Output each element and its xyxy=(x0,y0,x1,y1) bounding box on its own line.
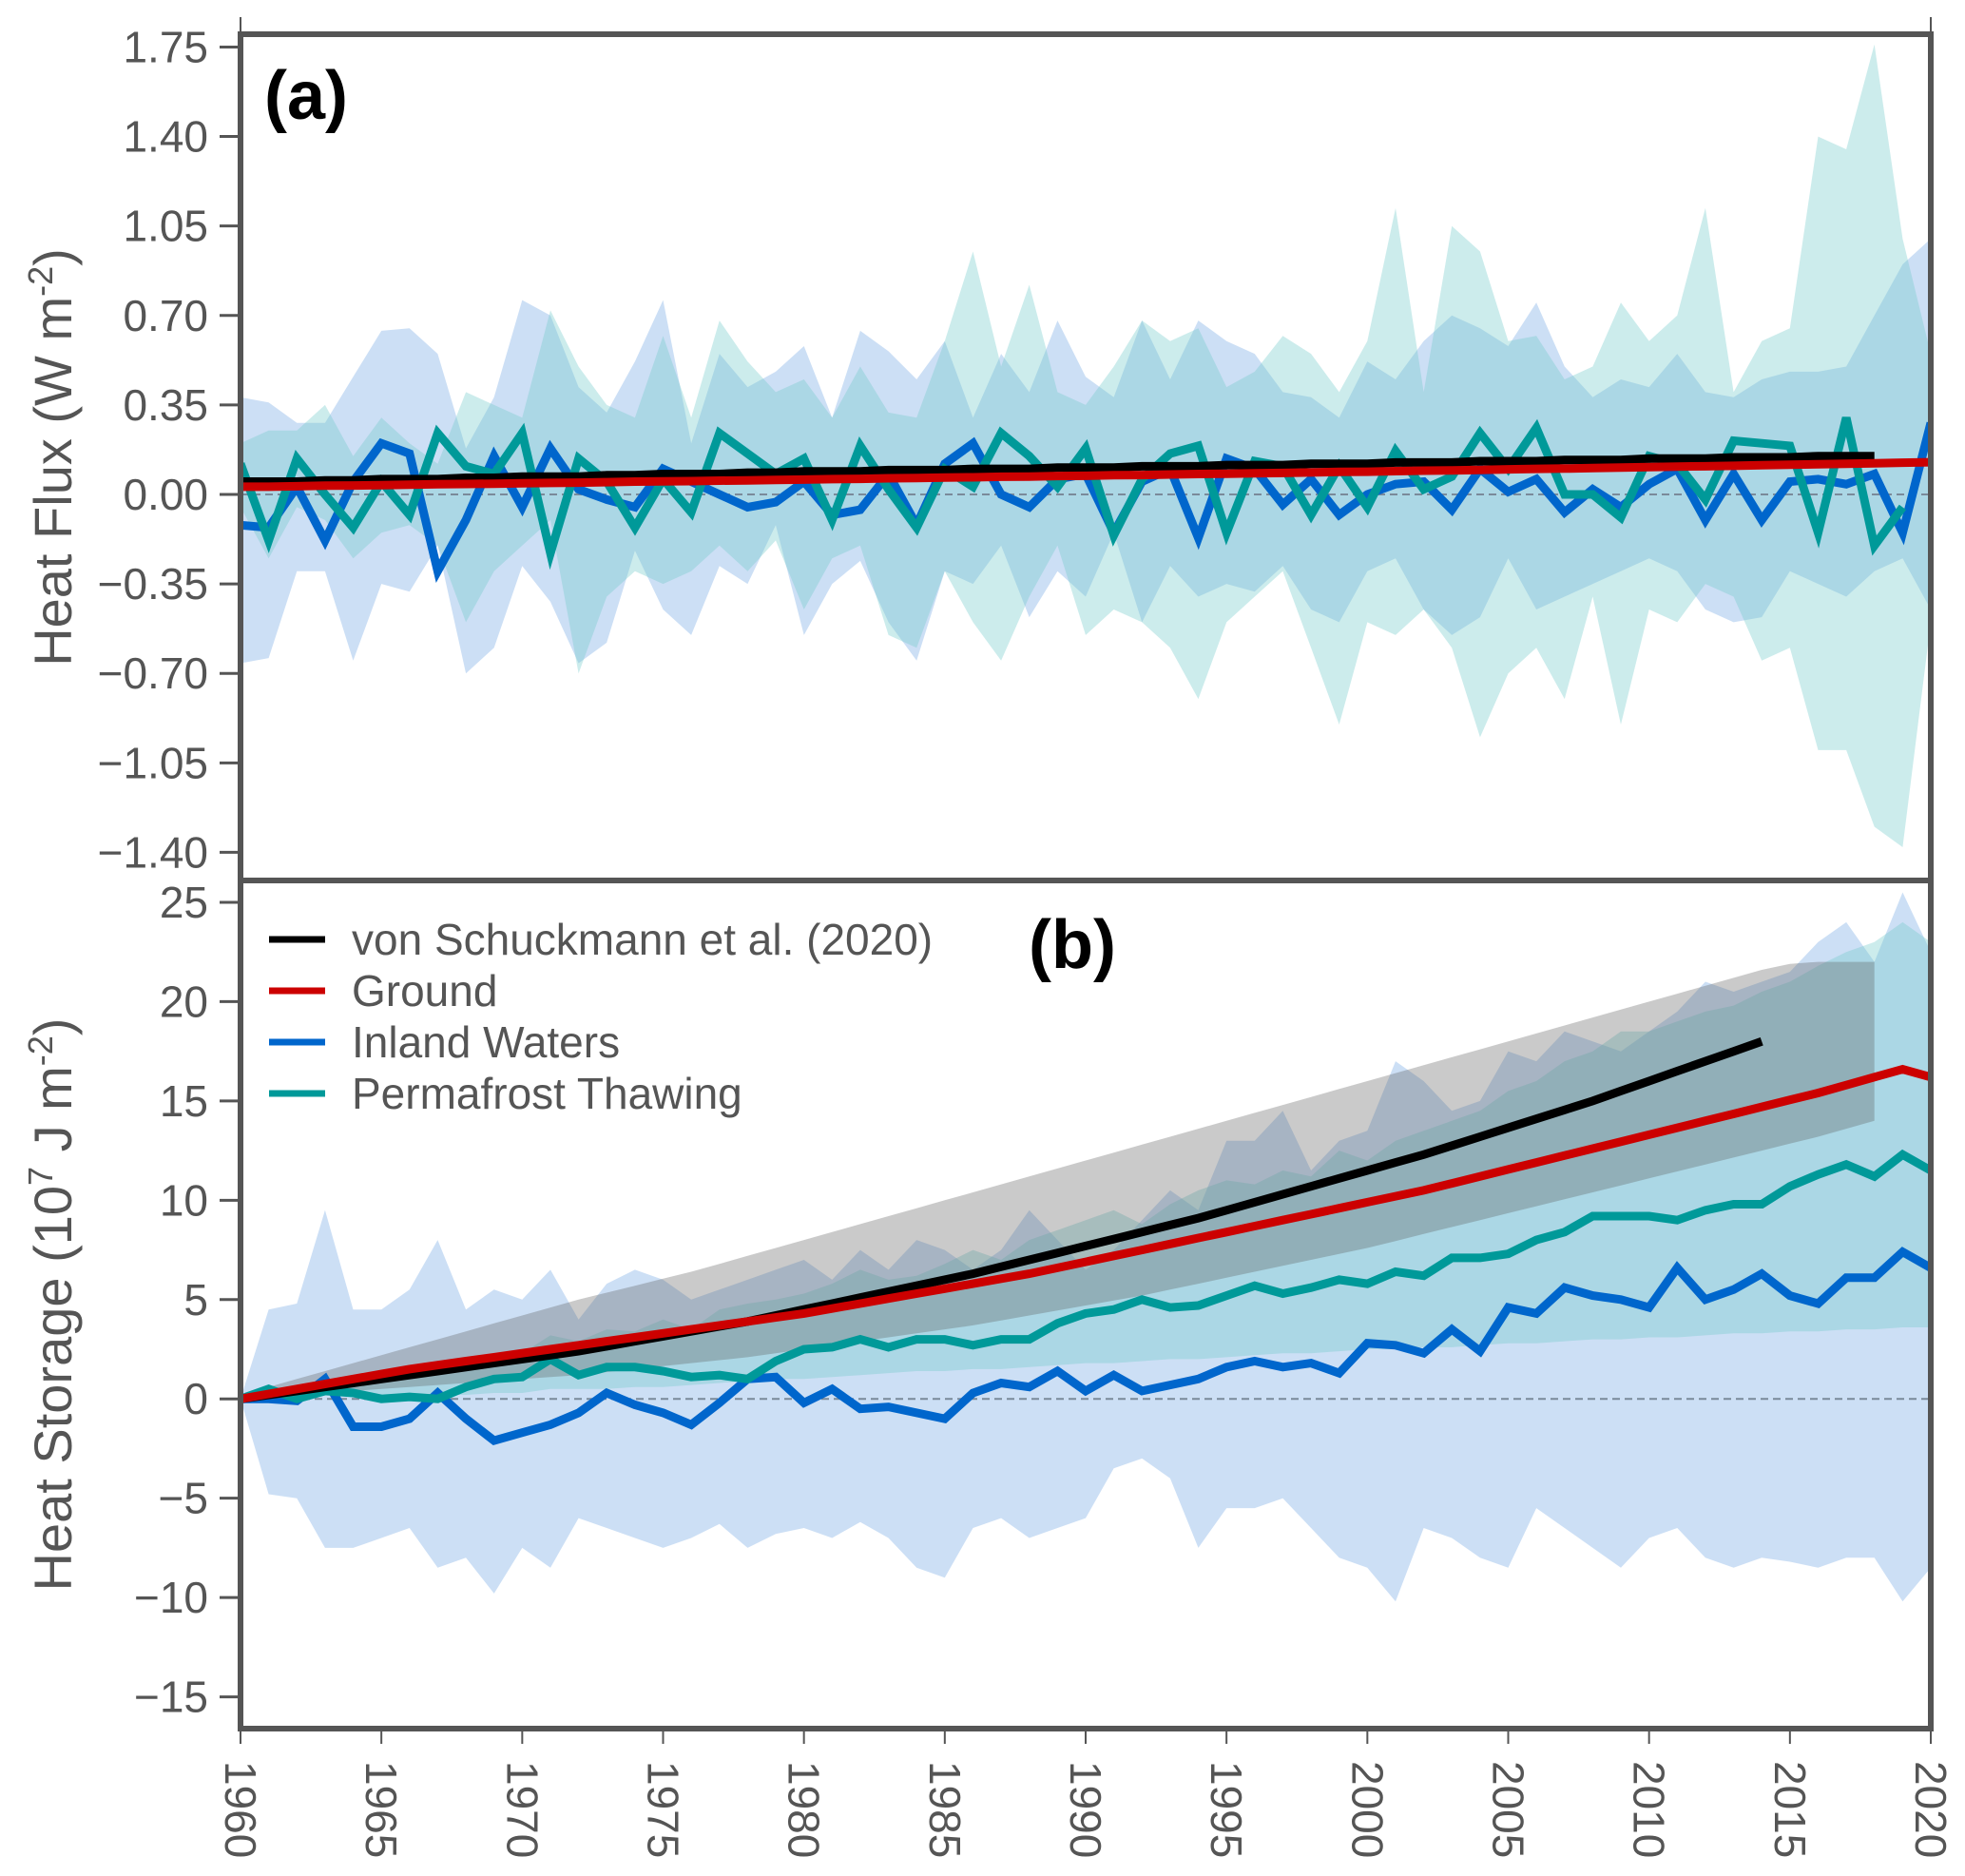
y-tick-label-b: −10 xyxy=(134,1573,208,1622)
panel-b-y-title-mid: J m xyxy=(23,1066,83,1167)
panel-b-y-title-sup2: -2 xyxy=(21,1035,60,1066)
panel-b-plot-area xyxy=(241,892,1931,1602)
panel-b-y-title-suffix: ) xyxy=(23,1018,83,1036)
line-a-von-schuckmann-et-al-2020 xyxy=(241,452,1875,486)
y-tick-label-b: 20 xyxy=(160,977,208,1026)
y-tick-label-b: 15 xyxy=(160,1076,208,1126)
x-tick-label: 1965 xyxy=(356,1761,406,1858)
y-tick-label-a: 0.35 xyxy=(123,380,208,430)
x-tick-label: 2010 xyxy=(1625,1761,1674,1858)
y-tick-label-b: 10 xyxy=(160,1175,208,1225)
panel-a-y-title-sup: -2 xyxy=(21,266,60,297)
band-b-von-schuckmann-et-al-2020 xyxy=(241,961,1875,1400)
x-tick-label: 1960 xyxy=(216,1761,265,1858)
panel-a-y-axis: −1.40 −1.05 −0.70 −0.35 0.00 0.35 0.70 1.05 1.40… xyxy=(98,22,241,877)
legend: von Schuckmann et al. (2020) Ground Inla… xyxy=(269,915,933,1118)
y-tick-label-a: 0.00 xyxy=(123,470,208,519)
line-b-ground xyxy=(241,1064,1931,1403)
y-tick-label-a: −0.35 xyxy=(98,559,208,609)
panel-b-y-title-main: Heat Storage (10 xyxy=(23,1186,83,1591)
line-a-ground xyxy=(241,457,1931,492)
x-axis: 1960 1965 1970 1975 1980 1985 1990 1995 2000 2005… xyxy=(216,17,1955,1858)
line-b-permafrost-thawing xyxy=(241,1149,1931,1403)
y-tick-label-a: −1.40 xyxy=(98,827,208,877)
panel-b-y-axis: −15 −10 −5 0 5 10 15 20 25 xyxy=(134,878,241,1722)
x-tick-label: 1980 xyxy=(780,1761,829,1858)
y-tick-label-a: 0.70 xyxy=(123,291,208,340)
panel-a: (a) −1.40 −1.05 −0.70 −0.35 0.00 0.35 0.70 1.05… xyxy=(21,22,1931,877)
panel-a-y-axis-title: Heat Flux (W m-2) xyxy=(21,248,83,667)
line-b-inland-waters xyxy=(241,1247,1931,1446)
x-tick-label: 1985 xyxy=(920,1761,970,1858)
band-b-permafrost-thawing xyxy=(241,921,1931,1400)
y-tick-label-b: 0 xyxy=(183,1374,208,1423)
x-tick-label: 2005 xyxy=(1484,1761,1533,1858)
y-tick-label-b: 25 xyxy=(160,878,208,927)
y-tick-label-a: −0.70 xyxy=(98,648,208,698)
legend-label-inland-waters: Inland Waters xyxy=(352,1017,620,1067)
panel-a-plot-area xyxy=(241,44,1931,848)
panel-b-y-title-sup: 7 xyxy=(21,1167,60,1186)
x-tick-label: 2000 xyxy=(1342,1761,1392,1858)
y-tick-label-a: 1.40 xyxy=(123,112,208,162)
x-tick-label: 2020 xyxy=(1906,1761,1955,1858)
panel-a-label: (a) xyxy=(264,58,348,134)
x-tick-label: 2015 xyxy=(1765,1761,1815,1858)
legend-label-ground: Ground xyxy=(352,966,497,1015)
x-tick-label: 1970 xyxy=(497,1761,547,1858)
panel-b: (b) −15 −10 −5 0 5 10 15 20 25 Heat Storage (107… xyxy=(21,878,1931,1722)
band-b-inland-waters xyxy=(241,892,1931,1602)
y-tick-label-a: 1.75 xyxy=(123,22,208,71)
panel-b-y-axis-title: Heat Storage (107 J m-2) xyxy=(21,1018,83,1592)
panel-a-y-title-suffix: ) xyxy=(23,248,83,266)
legend-label-permafrost: Permafrost Thawing xyxy=(352,1069,742,1118)
y-tick-label-b: −5 xyxy=(159,1474,208,1523)
legend-label-von-schuckmann: von Schuckmann et al. (2020) xyxy=(352,915,933,964)
y-tick-label-a: 1.05 xyxy=(123,202,208,251)
line-b-von-schuckmann-et-al-2020 xyxy=(241,1036,1763,1403)
x-tick-label: 1975 xyxy=(639,1761,688,1858)
y-tick-label-a: −1.05 xyxy=(98,738,208,787)
panel-a-y-title-main: Heat Flux (W m xyxy=(23,297,83,667)
panel-b-label: (b) xyxy=(1029,907,1116,983)
x-tick-label: 1995 xyxy=(1202,1761,1251,1858)
x-tick-label: 1990 xyxy=(1061,1761,1110,1858)
y-tick-label-b: −15 xyxy=(134,1673,208,1722)
y-tick-label-b: 5 xyxy=(183,1275,208,1325)
